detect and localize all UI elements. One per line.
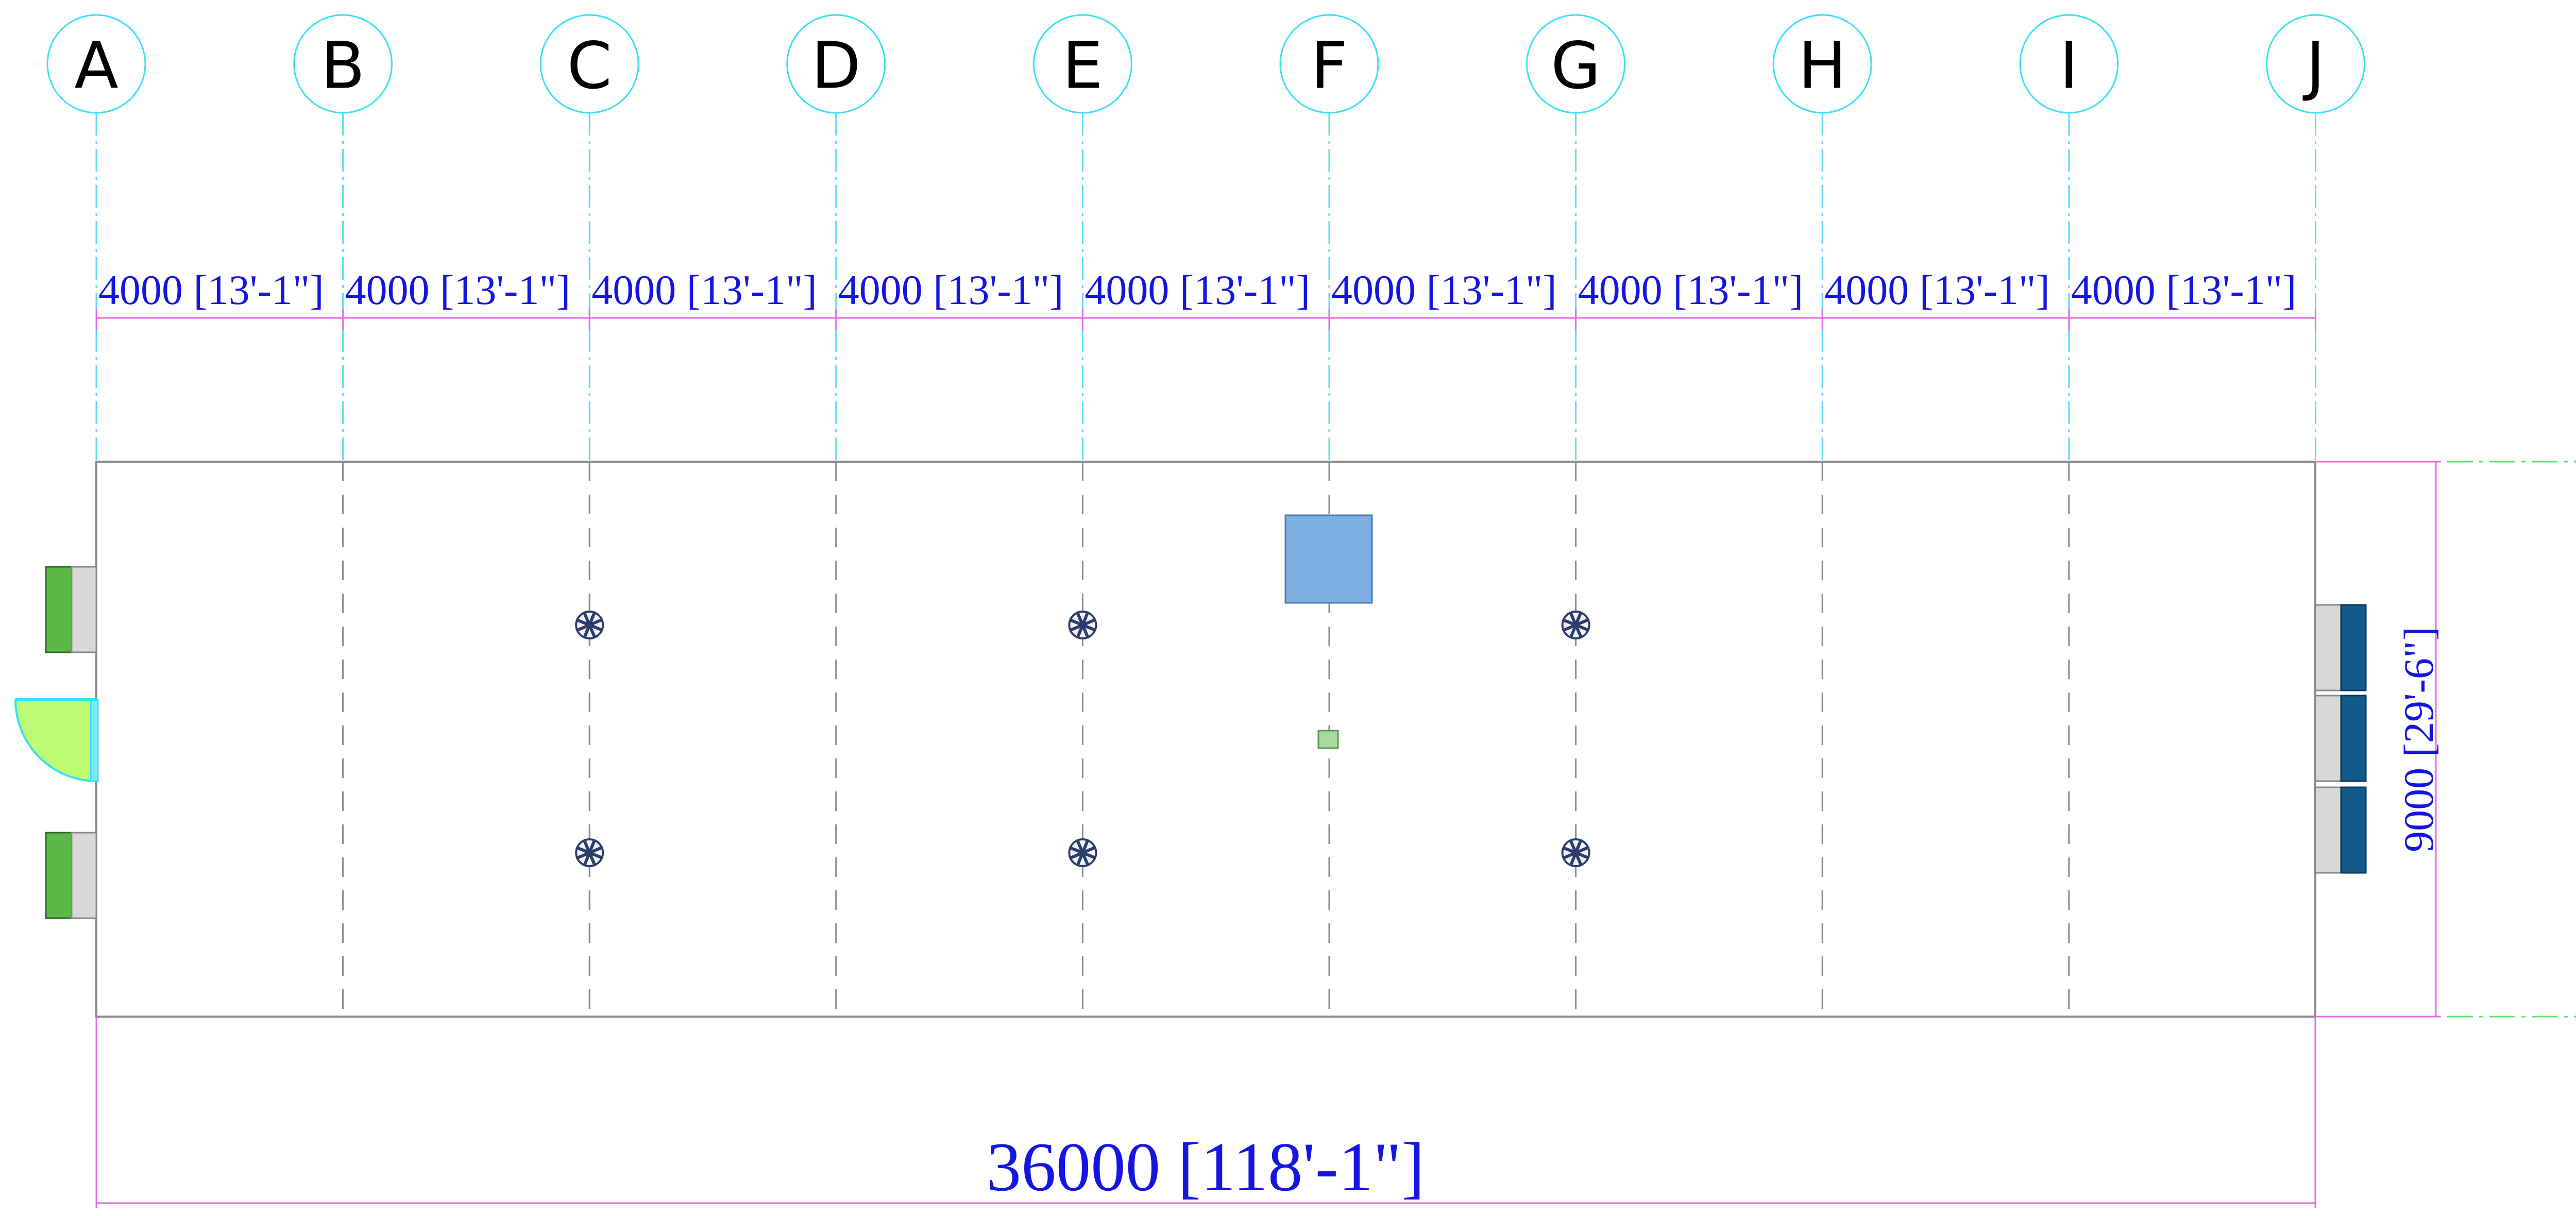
grid-bubble-d: D <box>786 14 886 114</box>
left-vent-bottom <box>45 832 97 919</box>
bay-dimension-label: 4000 [13'-1"] <box>838 266 1064 313</box>
grid-bubble-f: F <box>1279 14 1379 114</box>
grid-bubble-b: B <box>293 14 393 114</box>
overall-width-dimension: 9000 [29'-6"] <box>2395 627 2442 852</box>
grid-bubble-label: I <box>2059 29 2078 104</box>
grid-bubble-label: D <box>811 29 861 104</box>
bay-dimension-label: 4000 [13'-1"] <box>1331 266 1557 313</box>
grid-bubble-g: G <box>1526 14 1626 114</box>
ceiling-fan-icon <box>1561 838 1590 867</box>
right-vent-1 <box>2314 604 2367 691</box>
small-green-fixture <box>1317 730 1339 749</box>
grid-bubble-e: E <box>1032 14 1132 114</box>
grid-bubble-a: A <box>46 14 146 114</box>
grid-bubble-label: A <box>74 29 118 104</box>
grid-bubble-label: E <box>1062 29 1103 104</box>
grid-axes <box>95 113 2316 462</box>
grid-bubble-c: C <box>539 14 639 114</box>
grid-bubble-h: H <box>1772 14 1872 114</box>
ceiling-fan-icon <box>1068 838 1097 867</box>
ceiling-fan-icon <box>1561 611 1590 639</box>
bay-dimensions: 4000 [13'-1"] 4000 [13'-1"] 4000 [13'-1"] 4… <box>95 266 2316 330</box>
right-vent-3 <box>2314 786 2367 874</box>
grid-bubble-label: B <box>321 29 365 104</box>
right-vent-2 <box>2314 695 2367 782</box>
building-outline <box>95 461 2316 1018</box>
column-grid-bubbles: A B C D E F G H I J <box>46 14 2365 114</box>
grid-bubble-label: J <box>2302 29 2325 104</box>
bay-dimension-label: 4000 [13'-1"] <box>591 266 817 313</box>
bay-dimension-label: 4000 [13'-1"] <box>98 266 324 313</box>
bay-dimension-label: 4000 [13'-1"] <box>345 266 571 313</box>
ceiling-fan-icon <box>1068 611 1097 639</box>
bay-dimension-label: 4000 [13'-1"] <box>2071 266 2297 313</box>
bay-dimension-label: 4000 [13'-1"] <box>1578 266 1804 313</box>
ceiling-fan-icon <box>575 611 604 639</box>
bay-dimension-label: 4000 [13'-1"] <box>1084 266 1310 313</box>
bay-dimension-label: 4000 [13'-1"] <box>1824 266 2050 313</box>
blue-equipment-unit <box>1284 514 1373 604</box>
grid-bubble-i: I <box>2019 14 2119 114</box>
left-vent-top <box>45 566 97 653</box>
grid-bubble-label: G <box>1551 29 1601 104</box>
grid-bubble-label: F <box>1311 29 1348 104</box>
grid-bubble-j: J <box>2265 14 2365 114</box>
row-grid-bubbles: 12 <box>2447 457 2576 1022</box>
overall-length-dimension: 36000 [118'-1"] <box>987 1129 1425 1206</box>
ceiling-fans <box>575 611 1590 867</box>
grid-bubble-label: C <box>567 29 612 104</box>
interior-grid-lines <box>342 462 2070 1017</box>
entry-door <box>14 698 99 783</box>
grid-bubble-label: H <box>1798 29 1846 104</box>
ceiling-fan-icon <box>575 838 604 867</box>
